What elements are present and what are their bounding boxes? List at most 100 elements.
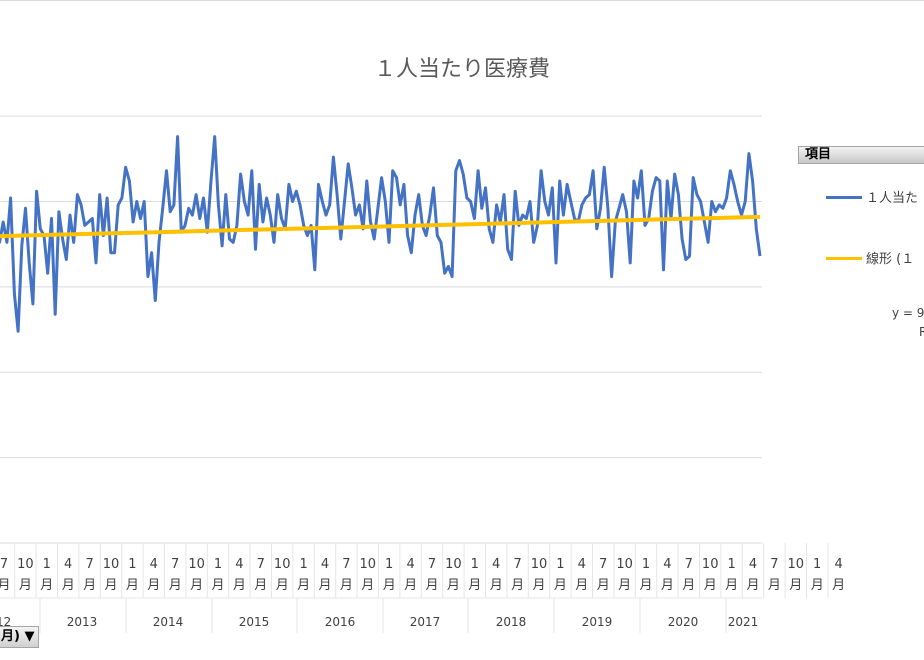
legend-header[interactable]: 項目: [798, 146, 924, 164]
x-tick-year: 2015: [239, 615, 270, 629]
x-tick-month: 10: [788, 557, 805, 572]
x-tick-month-unit: 月: [340, 578, 353, 593]
x-tick-month: 7: [685, 557, 693, 572]
x-tick-month-unit: 月: [789, 578, 802, 593]
x-tick-month-unit: 月: [832, 578, 845, 593]
x-tick-month: 1: [214, 557, 222, 572]
x-tick-month: 10: [360, 557, 377, 572]
x-tick-month-unit: 月: [768, 578, 781, 593]
trendline-equation[interactable]: y = 9: [892, 306, 924, 320]
x-tick-month-unit: 月: [682, 578, 695, 593]
x-tick-month: 1: [128, 557, 136, 572]
x-tick-month: 4: [663, 557, 671, 572]
trendline[interactable]: [0, 214, 761, 239]
x-tick-month-unit: 月: [618, 578, 631, 593]
x-tick-month-unit: 月: [468, 578, 481, 593]
legend-series-label[interactable]: １人当た: [866, 191, 919, 206]
x-tick-month-unit: 月: [447, 578, 460, 593]
x-tick-year: 2017: [410, 615, 441, 629]
x-tick-month: 10: [702, 557, 719, 572]
x-tick-month: 10: [103, 557, 120, 572]
x-tick-month-unit: 月: [404, 578, 417, 593]
x-tick-month-unit: 月: [532, 578, 545, 593]
x-tick-month-unit: 月: [639, 578, 652, 593]
x-tick-month-unit: 月: [597, 578, 610, 593]
field-button-label: 月): [1, 629, 20, 644]
x-tick-year: 2020: [668, 615, 699, 629]
x-tick-year: 2013: [67, 615, 98, 629]
x-tick-month: 7: [770, 557, 778, 572]
x-tick-month-unit: 月: [725, 578, 738, 593]
top-border: [0, 0, 924, 1]
x-tick-month-unit: 月: [0, 578, 11, 593]
x-tick-month-unit: 月: [147, 578, 160, 593]
x-tick-year: 2018: [496, 615, 527, 629]
x-tick-month: 1: [556, 557, 564, 572]
x-tick-month: 1: [471, 557, 479, 572]
x-tick-month: 4: [578, 557, 586, 572]
x-tick-month: 4: [406, 557, 414, 572]
trendline-r-squared[interactable]: R: [919, 325, 924, 339]
x-tick-month-unit: 月: [62, 578, 75, 593]
x-tick-month: 10: [531, 557, 548, 572]
x-tick-month-unit: 月: [126, 578, 139, 593]
x-tick-year: 2012: [0, 615, 11, 629]
series-line-medical-cost[interactable]: [0, 135, 762, 373]
x-tick-month: 1: [43, 557, 51, 572]
x-tick-month-unit: 月: [254, 578, 267, 593]
x-tick-month-unit: 月: [425, 578, 438, 593]
x-tick-month-unit: 月: [318, 578, 331, 593]
x-tick-month-unit: 月: [511, 578, 524, 593]
x-tick-month-unit: 月: [297, 578, 310, 593]
x-tick-month: 10: [274, 557, 291, 572]
x-tick-month-unit: 月: [704, 578, 717, 593]
x-tick-month: 10: [445, 557, 462, 572]
x-tick-year: 2019: [582, 615, 613, 629]
series-group: [0, 135, 762, 373]
x-tick-month-unit: 月: [19, 578, 32, 593]
x-tick-month: 10: [188, 557, 205, 572]
x-tick-year: 2021: [728, 615, 759, 629]
x-tick-month: 7: [513, 557, 521, 572]
x-tick-month: 4: [150, 557, 158, 572]
legend-trend-label[interactable]: 線形 (１: [866, 252, 915, 267]
chart-title[interactable]: １人当たり医療費: [374, 57, 550, 82]
x-tick-month: 10: [616, 557, 633, 572]
x-tick-month: 1: [299, 557, 307, 572]
x-tick-month-unit: 月: [383, 578, 396, 593]
month-field-button[interactable]: 月) ▼: [0, 626, 40, 648]
x-tick-month: 7: [342, 557, 350, 572]
x-tick-month-unit: 月: [190, 578, 203, 593]
x-tick-month: 7: [257, 557, 265, 572]
x-tick-month-unit: 月: [554, 578, 567, 593]
x-tick-month: 1: [385, 557, 393, 572]
x-tick-year: 2016: [325, 615, 356, 629]
x-tick-month-unit: 月: [83, 578, 96, 593]
x-tick-month-unit: 月: [811, 578, 824, 593]
x-tick-month-unit: 月: [490, 578, 503, 593]
x-tick-month-unit: 月: [233, 578, 246, 593]
legend-trend-swatch: [826, 257, 862, 260]
dropdown-arrow-icon: ▼: [24, 629, 35, 644]
x-tick-month-unit: 月: [169, 578, 182, 593]
x-tick-month: 1: [813, 557, 821, 572]
x-tick-month: 1: [642, 557, 650, 572]
x-tick-month-unit: 月: [361, 578, 374, 593]
legend-series-swatch: [826, 196, 862, 199]
x-tick-month-unit: 月: [40, 578, 53, 593]
x-tick-month-unit: 月: [276, 578, 289, 593]
x-tick-month: 7: [85, 557, 93, 572]
x-tick-month: 4: [235, 557, 243, 572]
x-tick-month: 4: [321, 557, 329, 572]
x-tick-month: 4: [492, 557, 500, 572]
x-tick-month-unit: 月: [661, 578, 674, 593]
x-tick-month: 7: [0, 557, 8, 572]
x-tick-month: 4: [834, 557, 842, 572]
x-tick-month-unit: 月: [746, 578, 759, 593]
x-tick-month: 7: [428, 557, 436, 572]
x-tick-month: 7: [171, 557, 179, 572]
x-tick-month: 4: [64, 557, 72, 572]
x-tick-month-unit: 月: [575, 578, 588, 593]
x-tick-month: 1: [727, 557, 735, 572]
